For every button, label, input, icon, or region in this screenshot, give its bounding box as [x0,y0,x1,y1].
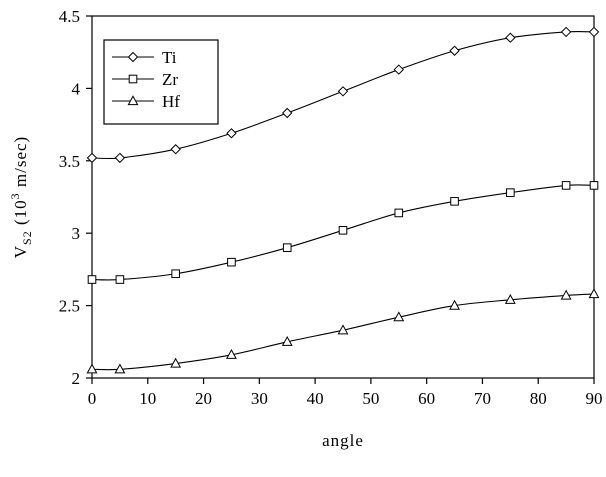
legend-item-ti: Ti [112,48,177,67]
data-point-hf [226,348,237,359]
y-axis-title: VS2 (103 m/sec) [8,136,34,258]
y-axis-title-unit-open: (10 [11,199,30,230]
data-point-ti [226,128,237,139]
data-point-ti [560,26,572,38]
legend: Ti Zr Hf [103,39,219,125]
data-point-hf [504,293,516,304]
x-tick-label: 90 [586,389,603,408]
data-point-zr [282,243,292,252]
legend-marker [127,95,139,106]
data-point-hf [281,335,293,346]
y-axis-title-subscript: S2 [20,230,34,245]
x-axis-title: angle [322,431,364,450]
legend-marker [128,74,138,84]
y-axis-ticks: 2 2.5 3 3.5 4 4.5 [59,7,92,388]
data-point-zr [450,197,459,206]
data-point-ti [449,45,460,56]
y-tick-label: 4 [72,79,81,98]
y-tick-label: 2 [72,369,81,388]
data-point-hf [393,311,405,322]
y-axis-title-superscript: 3 [8,192,22,199]
data-point-zr [561,181,571,190]
legend-label: Hf [162,92,180,111]
data-point-zr [506,188,515,197]
legend-label: Zr [162,70,178,89]
x-tick-label: 10 [139,389,156,408]
legend-item-zr: Zr [112,70,178,89]
data-point-hf [170,357,182,368]
x-tick-label: 40 [307,389,324,408]
series-zr [87,181,599,284]
x-tick-label: 30 [251,389,268,408]
plot-frame [91,15,595,379]
legend-box [103,39,219,125]
series-hf [86,288,600,374]
x-tick-label: 0 [88,389,97,408]
legend-label: Ti [162,48,177,67]
data-point-hf [449,299,460,310]
data-point-ti [170,144,181,155]
data-point-hf [86,363,98,374]
data-point-ti [337,86,349,97]
x-tick-label: 50 [362,389,379,408]
y-axis-title-unit-close: m/sec) [11,136,30,193]
y-tick-label: 4.5 [59,7,80,26]
data-point-zr [589,181,599,190]
data-point-ti [393,64,404,75]
x-tick-label: 60 [418,389,435,408]
data-point-zr [227,257,236,267]
x-tick-label: 70 [474,389,491,408]
y-axis-title-main: V [11,245,30,258]
legend-item-hf: Hf [112,92,180,111]
data-point-ti [86,152,98,164]
data-point-ti [114,152,126,164]
y-tick-label: 2.5 [59,297,80,316]
y-tick-label: 3 [72,224,81,243]
x-tick-label: 80 [530,389,547,408]
x-tick-label: 20 [195,389,212,408]
data-point-ti [282,107,293,119]
data-point-zr [394,208,404,218]
data-point-hf [114,363,126,374]
series-layer [86,26,600,374]
y-tick-label: 3.5 [59,152,80,171]
series-ti [86,26,600,164]
data-point-zr [171,269,180,279]
data-point-zr [115,275,125,284]
data-point-zr [338,226,348,235]
data-point-zr [87,275,97,284]
x-axis-ticks: 0 10 20 30 40 50 60 70 80 90 [88,378,603,408]
data-point-hf [588,288,600,299]
data-point-hf [337,324,349,335]
plot-border [91,15,595,379]
data-point-hf [560,289,572,300]
data-point-ti [588,26,600,38]
data-point-ti [505,32,516,43]
legend-marker [127,51,139,63]
